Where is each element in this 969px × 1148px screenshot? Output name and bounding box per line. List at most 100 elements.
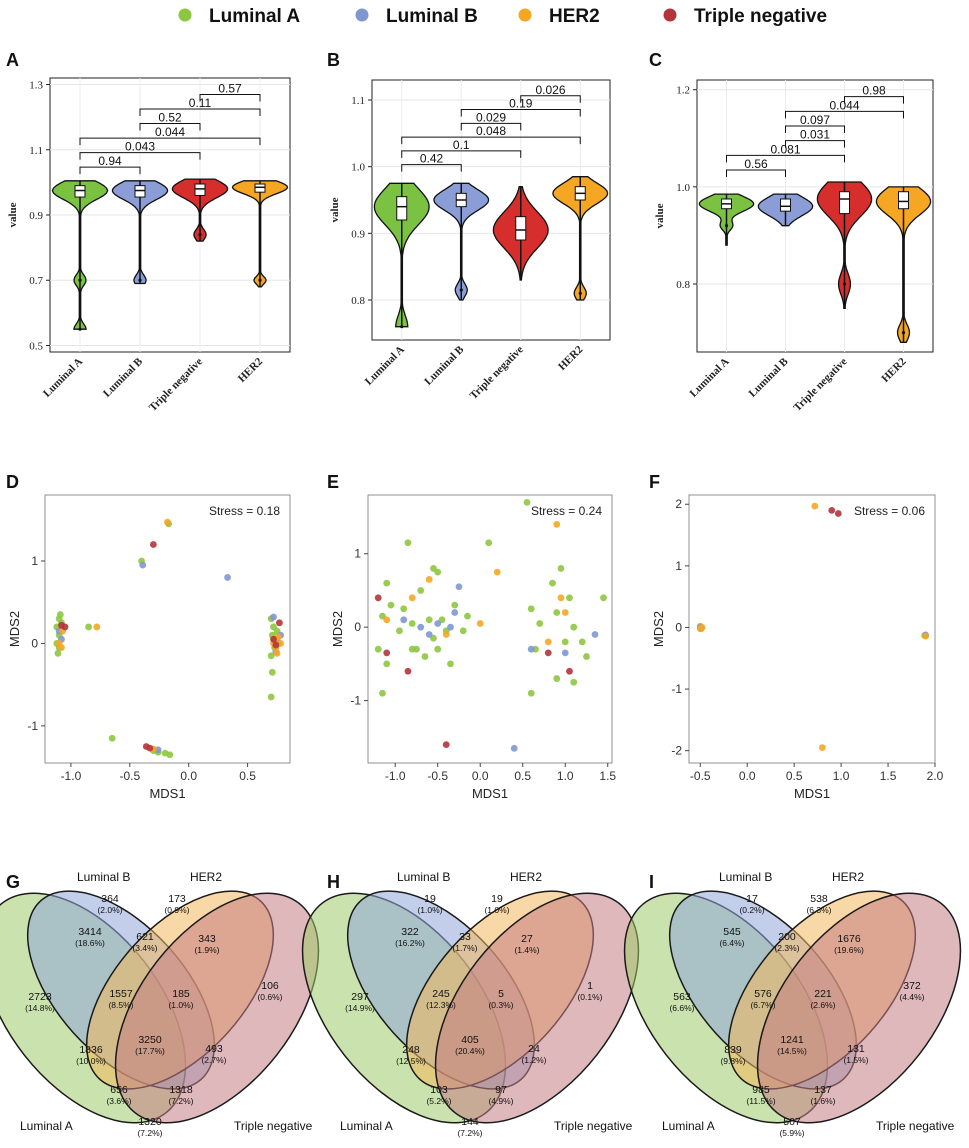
venn-region-percent: (3.6%) <box>106 1096 131 1106</box>
plot-frame <box>688 494 936 764</box>
data-point <box>442 631 450 638</box>
y-tick-label: -2 <box>671 744 682 758</box>
venn-region-percent: (2.7%) <box>201 1055 226 1065</box>
venn-region-percent: (7.2%) <box>457 1128 482 1138</box>
venn-region-count: 297 <box>351 991 369 1003</box>
p-value-label: 0.031 <box>800 128 830 142</box>
box <box>839 191 850 215</box>
p-value-label: 0.044 <box>829 98 859 112</box>
data-point <box>553 520 561 528</box>
data-point <box>374 594 382 602</box>
venn-region-percent: (18.6%) <box>75 938 105 948</box>
data-point <box>400 605 408 613</box>
venn-region-count: 839 <box>724 1044 742 1056</box>
p-value-label: 0.048 <box>476 124 506 138</box>
x-tick-label: HER2 <box>879 355 909 385</box>
x-tick-label: -1.0 <box>385 769 406 783</box>
venn-set-label: HER2 <box>510 870 542 884</box>
data-point <box>527 645 535 653</box>
venn-region-percent: (20.4%) <box>455 1046 485 1056</box>
venn-region-count: 103 <box>430 1084 448 1096</box>
comparison-bracket <box>520 95 581 103</box>
plot-frame <box>44 494 291 764</box>
legend-label: HER2 <box>549 6 600 27</box>
venn-region-percent: (1.7%) <box>452 943 477 953</box>
data-point <box>379 689 386 697</box>
scatter-chart: -0.5 0.0 0.5 1.0 1.5 2.0 -2 -1 0 1 2 MDS1 MDS2 Stress… <box>651 494 944 801</box>
box <box>254 183 266 193</box>
p-value-label: 0.029 <box>476 110 506 124</box>
venn-region-count: 97 <box>495 1084 507 1096</box>
box <box>74 185 86 198</box>
venn-region-percent: (14.5%) <box>777 1046 807 1056</box>
venn-set-triple-negative <box>434 892 640 1124</box>
outlier-point <box>78 278 82 282</box>
data-point <box>451 601 459 609</box>
venn-region-count: 656 <box>110 1084 128 1096</box>
outlier-point <box>198 232 202 237</box>
venn-set-label: Luminal A <box>20 1119 73 1133</box>
data-point <box>374 645 382 653</box>
panel-letter-a: A <box>6 50 19 70</box>
y-tick-label: 1 <box>354 547 361 561</box>
p-value-label: 0.026 <box>535 83 565 97</box>
venn-region-count: 563 <box>673 991 691 1003</box>
p-value-label: 0.19 <box>509 97 533 111</box>
data-point <box>267 652 275 660</box>
p-value-label: 0.52 <box>158 111 182 125</box>
data-point <box>267 693 275 701</box>
legend-label: Luminal A <box>209 6 300 27</box>
data-point <box>476 620 484 627</box>
y-tick-label: 1 <box>675 559 682 573</box>
data-point <box>485 539 493 547</box>
stress-annotation: Stress = 0.18 <box>209 504 280 518</box>
p-value-label: 0.57 <box>218 82 242 96</box>
venn-region-percent: (9.8%) <box>720 1056 745 1066</box>
x-axis-label: MDS1 <box>794 786 830 801</box>
data-point <box>561 649 569 657</box>
venn-region-count: 1557 <box>109 988 133 1000</box>
legend-dot <box>178 8 192 22</box>
y-tick-label: 0.9 <box>351 228 365 240</box>
venn-set-label: Luminal A <box>340 1119 393 1133</box>
venn-region-count: 1320 <box>138 1116 162 1128</box>
venn-region-count: 5 <box>498 988 504 1000</box>
data-point <box>834 510 842 517</box>
data-point <box>434 645 442 653</box>
comparison-bracket <box>401 136 581 145</box>
box <box>898 191 909 210</box>
venn-region-percent: (11.5%) <box>746 1096 775 1106</box>
data-point <box>600 594 607 602</box>
comparison-bracket <box>401 150 522 158</box>
y-axis-label: value <box>7 202 19 227</box>
comparison-bracket <box>460 122 522 131</box>
data-point <box>224 574 231 581</box>
p-value-label: 0.98 <box>862 84 886 98</box>
data-point <box>591 631 599 638</box>
x-axis-label: MDS1 <box>472 786 508 801</box>
stress-annotation: Stress = 0.24 <box>531 504 602 518</box>
panel-letter-g: G <box>6 872 20 892</box>
outlier-point <box>578 291 582 295</box>
y-tick-label: -1 <box>671 682 682 696</box>
x-tick-label: 0.0 <box>180 769 197 783</box>
y-tick-label: -1 <box>27 719 38 733</box>
data-point <box>570 623 578 631</box>
legend-label: Luminal B <box>386 6 478 27</box>
venn-region-count: 221 <box>814 988 832 1000</box>
data-point <box>85 623 92 631</box>
venn-set-label: Luminal B <box>77 870 130 884</box>
panel-letter-f: F <box>649 472 660 492</box>
y-tick-label: 0.8 <box>676 279 690 291</box>
x-tick-label: 1.0 <box>833 769 850 783</box>
venn-region-count: 3250 <box>138 1034 162 1046</box>
data-point <box>570 678 578 686</box>
data-point <box>270 635 277 643</box>
data-point <box>58 644 65 651</box>
scatter-chart: -1.0 -0.5 0.0 0.5 1.0 1.5 -1 0 1 MDS1 MDS2 Stress =… <box>330 494 616 801</box>
data-point <box>383 616 391 624</box>
venn-region-percent: (2.3%) <box>774 943 799 953</box>
box <box>194 183 206 196</box>
data-point <box>404 539 412 547</box>
